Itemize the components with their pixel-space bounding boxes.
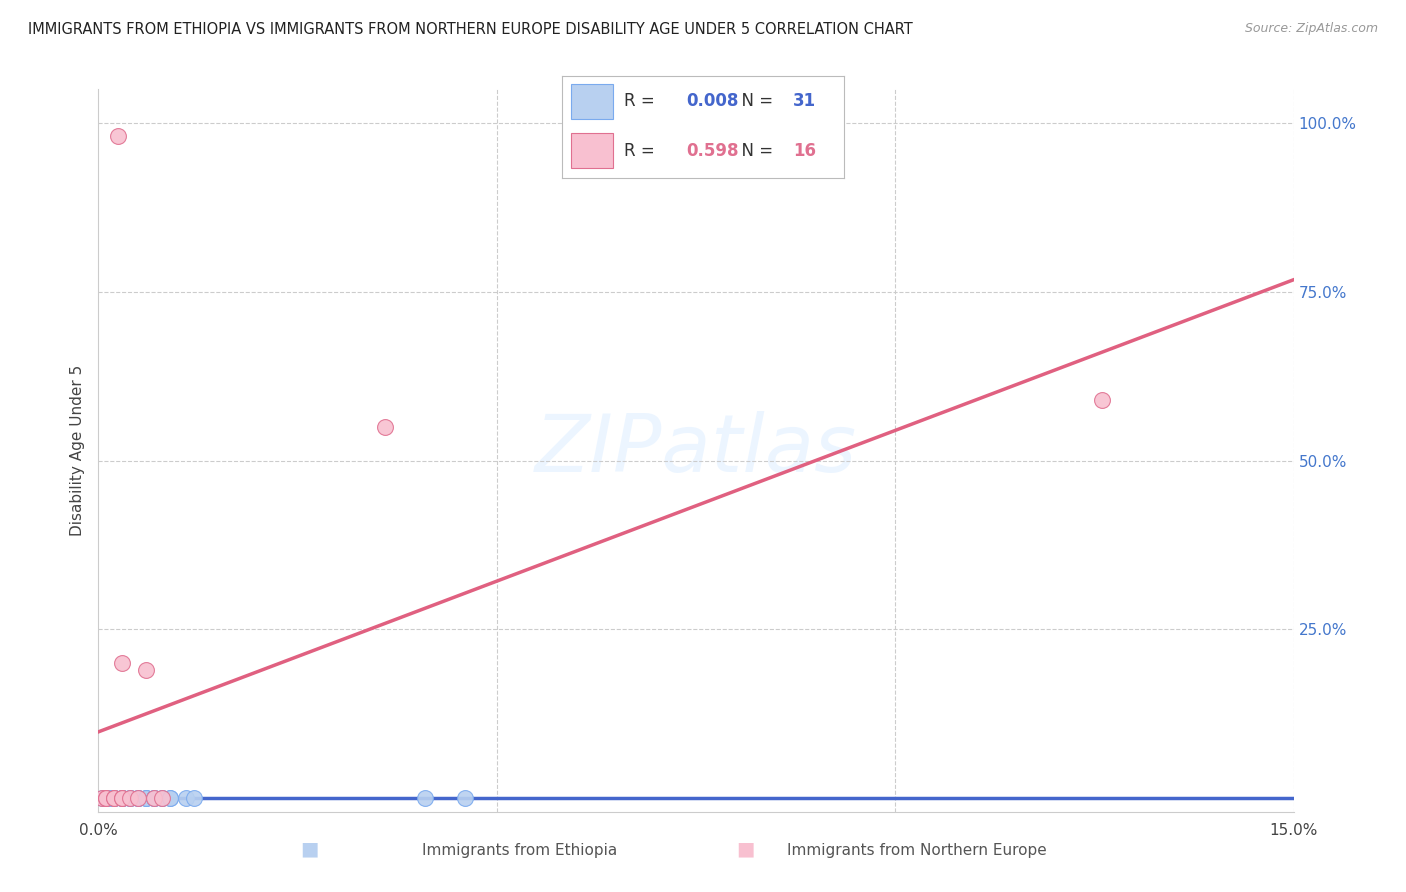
Point [174, 791, 197, 805]
Point [111, 656, 134, 670]
Point [107, 129, 129, 144]
Text: ■: ■ [735, 839, 755, 858]
Point [150, 791, 173, 805]
Text: R =: R = [624, 142, 661, 160]
Point [103, 791, 125, 805]
Point [143, 791, 166, 805]
Point [120, 791, 142, 805]
Text: R =: R = [624, 92, 661, 110]
Point [91, 791, 114, 805]
Y-axis label: Disability Age Under 5: Disability Age Under 5 [69, 365, 84, 536]
Point [150, 791, 173, 805]
Point [96, 791, 118, 805]
Text: 16: 16 [793, 142, 815, 160]
Text: IMMIGRANTS FROM ETHIOPIA VS IMMIGRANTS FROM NORTHERN EUROPE DISABILITY AGE UNDER: IMMIGRANTS FROM ETHIOPIA VS IMMIGRANTS F… [28, 22, 912, 37]
Point [374, 420, 396, 434]
Point [96, 791, 118, 805]
Point [150, 791, 173, 805]
Point [127, 791, 149, 805]
Point [159, 791, 181, 805]
Point [135, 791, 157, 805]
Point [120, 791, 142, 805]
Point [111, 791, 134, 805]
Point [143, 791, 166, 805]
Text: N =: N = [731, 92, 779, 110]
Text: 31: 31 [793, 92, 815, 110]
Point [103, 791, 125, 805]
Text: 0.598: 0.598 [686, 142, 738, 160]
Point [111, 791, 134, 805]
Point [413, 791, 436, 805]
Point [127, 791, 149, 805]
Point [111, 791, 134, 805]
Point [454, 791, 477, 805]
Text: ZIPatlas: ZIPatlas [534, 411, 858, 490]
Point [135, 663, 157, 677]
Text: N =: N = [731, 142, 779, 160]
Text: Immigrants from Northern Europe: Immigrants from Northern Europe [787, 843, 1047, 858]
Point [135, 791, 157, 805]
FancyBboxPatch shape [571, 133, 613, 168]
Point [103, 791, 125, 805]
Point [143, 791, 166, 805]
Point [103, 791, 125, 805]
Text: Source: ZipAtlas.com: Source: ZipAtlas.com [1244, 22, 1378, 36]
Point [96, 791, 118, 805]
Point [120, 791, 142, 805]
FancyBboxPatch shape [571, 84, 613, 119]
Point [143, 791, 166, 805]
Point [111, 791, 134, 805]
Point [120, 791, 142, 805]
Point [111, 791, 134, 805]
Point [111, 791, 134, 805]
Text: Immigrants from Ethiopia: Immigrants from Ethiopia [422, 843, 617, 858]
Point [135, 791, 157, 805]
Text: ■: ■ [299, 839, 319, 858]
Point [183, 791, 205, 805]
Point [127, 791, 149, 805]
Text: 0.008: 0.008 [686, 92, 738, 110]
Point [127, 791, 149, 805]
Point [91, 791, 114, 805]
Point [159, 791, 181, 805]
Point [98, 791, 122, 805]
Point [1091, 392, 1114, 407]
Point [103, 791, 125, 805]
Point [96, 791, 118, 805]
